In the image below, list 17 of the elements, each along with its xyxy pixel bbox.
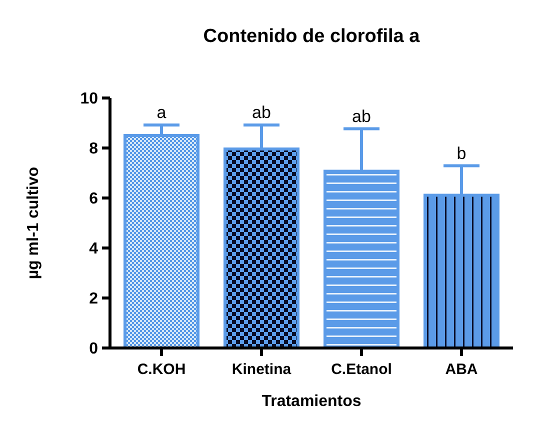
y-tick-label: 2 [89, 290, 98, 308]
annotation: ab [352, 106, 371, 126]
x-tick-label: Kinetina [232, 361, 292, 378]
y-tick-label: 0 [89, 340, 98, 358]
y-tick-label: 10 [80, 90, 98, 108]
x-tick-label: C.KOH [137, 361, 186, 378]
y-tick-label: 6 [89, 190, 98, 208]
y-tick-label: 8 [89, 140, 98, 158]
chart-title: Contenido de clorofila a [203, 26, 420, 47]
annotation: ab [252, 103, 271, 122]
x-tick-label: ABA [445, 361, 478, 378]
x-axis-title: Tratamientos [262, 393, 362, 410]
x-tick-label: C.Etanol [331, 361, 392, 378]
y-tick-label: 4 [89, 240, 98, 258]
y-axis-title: µg ml-1 cultivo [25, 166, 42, 280]
annotation: a [156, 103, 167, 122]
annotation: b [456, 144, 466, 163]
